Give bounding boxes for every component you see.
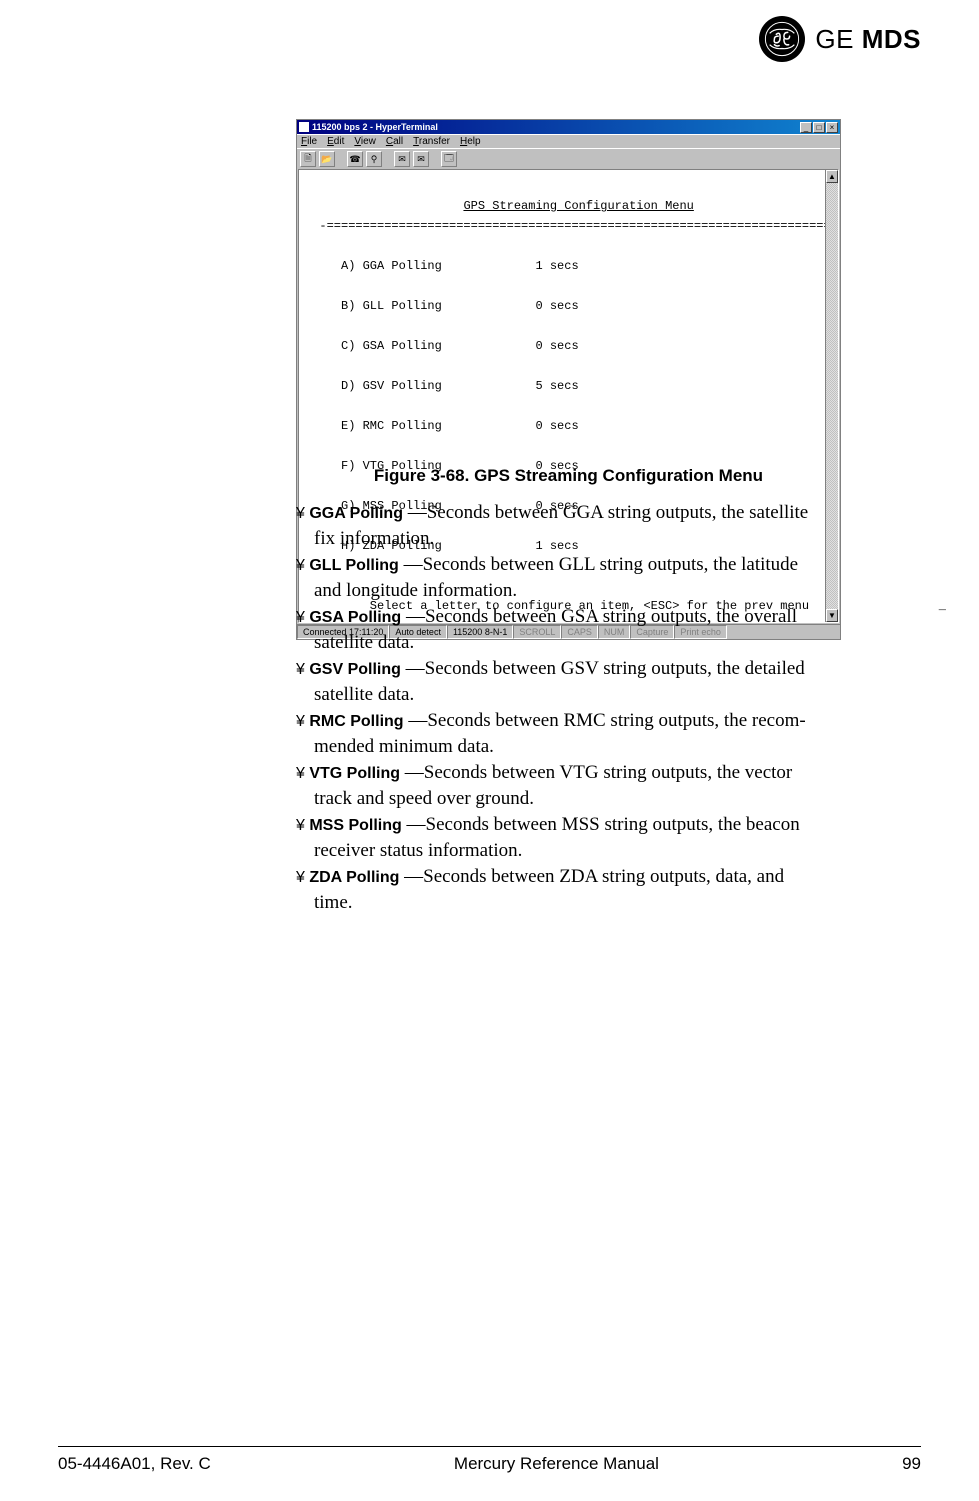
bullet-mark: ¥	[296, 765, 309, 782]
bullet-desc: Seconds between GGA string outputs, the …	[427, 502, 809, 523]
bullet-desc: Seconds between GLL string outputs, the …	[423, 554, 799, 575]
close-button[interactable]: ×	[826, 122, 838, 133]
bullet-mark: ¥	[296, 869, 309, 886]
toolbar-receive-icon[interactable]: ✉	[413, 151, 429, 167]
bullet-item: ¥ RMC Polling —Seconds between RMC strin…	[296, 708, 869, 759]
app-icon	[299, 122, 309, 132]
bullet-term: VTG Polling	[309, 765, 400, 782]
minimize-button[interactable]: _	[800, 122, 812, 133]
bullet-mark: ¥	[296, 661, 309, 678]
bullet-mark: ¥	[296, 713, 309, 730]
bullet-desc-cont: fix information.	[296, 526, 869, 551]
toolbar-new-icon[interactable]: 🗎	[300, 151, 316, 167]
bullet-mark: ¥	[296, 557, 309, 574]
bullet-term: RMC Polling	[309, 713, 403, 730]
figure-caption: Figure 3-68. GPS Streaming Configuration…	[296, 466, 841, 486]
bullet-term: MSS Polling	[309, 817, 401, 834]
ge-monogram-icon	[759, 16, 805, 62]
bullet-list: ¥ GGA Polling —Seconds between GGA strin…	[296, 500, 869, 916]
footer-rule	[58, 1446, 921, 1447]
menu-file[interactable]: File	[301, 136, 317, 147]
brand-text: GE MDS	[815, 24, 921, 55]
terminal-menubar: File Edit View Call Transfer Help	[297, 134, 840, 148]
scroll-up-icon[interactable]: ▲	[826, 170, 838, 183]
footer-title: Mercury Reference Manual	[454, 1454, 659, 1474]
brand-mds: MDS	[862, 24, 921, 54]
terminal-toolbar: 🗎 📂 ☎ ⚲ ✉ ✉ 🗔	[297, 148, 840, 169]
page-footer: 05-4446A01, Rev. C Mercury Reference Man…	[58, 1454, 921, 1474]
bullet-desc: Seconds between MSS string outputs, the …	[426, 814, 800, 835]
bullet-desc-cont: and longitude information.	[296, 578, 869, 603]
toolbar-connect-icon[interactable]: ☎	[347, 151, 363, 167]
footer-pagenum: 99	[902, 1454, 921, 1474]
bullet-item: ¥ GLL Polling —Seconds between GLL strin…	[296, 552, 869, 603]
bullet-item: ¥ GSV Polling —Seconds between GSV strin…	[296, 656, 869, 707]
bullet-item: ¥ GGA Polling —Seconds between GGA strin…	[296, 500, 869, 551]
menu-edit[interactable]: Edit	[327, 136, 344, 147]
bullet-item: ¥ ZDA Polling —Seconds between ZDA strin…	[296, 864, 869, 915]
bullet-desc: Seconds between GSA string outputs, the …	[425, 606, 797, 627]
bullet-desc: Seconds between VTG string outputs, the …	[424, 762, 793, 783]
menu-call[interactable]: Call	[386, 136, 403, 147]
bullet-term: ZDA Polling	[309, 869, 399, 886]
bullet-item: ¥ VTG Polling —Seconds between VTG strin…	[296, 760, 869, 811]
brand-logo: GE MDS	[759, 16, 921, 62]
bullet-desc-cont: receiver status information.	[296, 838, 869, 863]
bullet-desc: Seconds between ZDA string outputs, data…	[423, 866, 784, 887]
bullet-item: ¥ MSS Polling —Seconds between MSS strin…	[296, 812, 869, 863]
bullet-desc: Seconds between RMC string outputs, the …	[427, 710, 805, 731]
menu-help[interactable]: Help	[460, 136, 481, 147]
menu-view[interactable]: View	[354, 136, 376, 147]
bullet-desc-cont: time.	[296, 890, 869, 915]
brand-ge: GE	[815, 24, 854, 54]
footer-docnum: 05-4446A01, Rev. C	[58, 1454, 211, 1474]
bullet-mark: ¥	[296, 505, 309, 522]
window-title: 115200 bps 2 - HyperTerminal	[312, 122, 800, 132]
terminal-titlebar: 115200 bps 2 - HyperTerminal _ □ ×	[297, 120, 840, 134]
toolbar-send-icon[interactable]: ✉	[394, 151, 410, 167]
bullet-mark: ¥	[296, 609, 309, 626]
bullet-term: GSA Polling	[309, 609, 401, 626]
bullet-item: ¥ GSA Polling —Seconds between GSA strin…	[296, 604, 869, 655]
bullet-desc-cont: mended minimum data.	[296, 734, 869, 759]
bullet-desc-cont: track and speed over ground.	[296, 786, 869, 811]
toolbar-disconnect-icon[interactable]: ⚲	[366, 151, 382, 167]
bullet-term: GLL Polling	[309, 557, 398, 574]
toolbar-properties-icon[interactable]: 🗔	[441, 151, 457, 167]
bullet-desc: Seconds between GSV string outputs, the …	[425, 658, 805, 679]
bullet-term: GGA Polling	[309, 505, 403, 522]
bullet-mark: ¥	[296, 817, 309, 834]
bullet-desc-cont: satellite data.	[296, 682, 869, 707]
maximize-button[interactable]: □	[813, 122, 825, 133]
toolbar-open-icon[interactable]: 📂	[319, 151, 335, 167]
bullet-desc-cont: satellite data.	[296, 630, 869, 655]
bullet-term: GSV Polling	[309, 661, 401, 678]
menu-transfer[interactable]: Transfer	[413, 136, 450, 147]
